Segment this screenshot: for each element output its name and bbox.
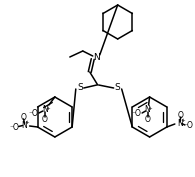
Text: +: + <box>180 118 185 124</box>
Text: ⁻O: ⁻O <box>184 121 194 130</box>
Text: ⁻O: ⁻O <box>29 110 39 118</box>
Text: S: S <box>77 84 83 93</box>
Text: O: O <box>42 115 48 124</box>
Text: ⁻O: ⁻O <box>132 110 142 118</box>
Text: N: N <box>22 121 27 130</box>
Text: N: N <box>93 53 100 61</box>
Text: +: + <box>148 105 152 110</box>
Text: +: + <box>25 121 29 125</box>
Text: N: N <box>145 105 151 115</box>
Text: +: + <box>45 105 50 110</box>
Text: O: O <box>145 115 151 124</box>
Text: ⁻O: ⁻O <box>10 122 20 132</box>
Text: S: S <box>115 84 121 93</box>
Text: O: O <box>21 113 27 121</box>
Text: N: N <box>42 105 48 115</box>
Text: O: O <box>178 110 184 119</box>
Text: N: N <box>177 118 183 127</box>
